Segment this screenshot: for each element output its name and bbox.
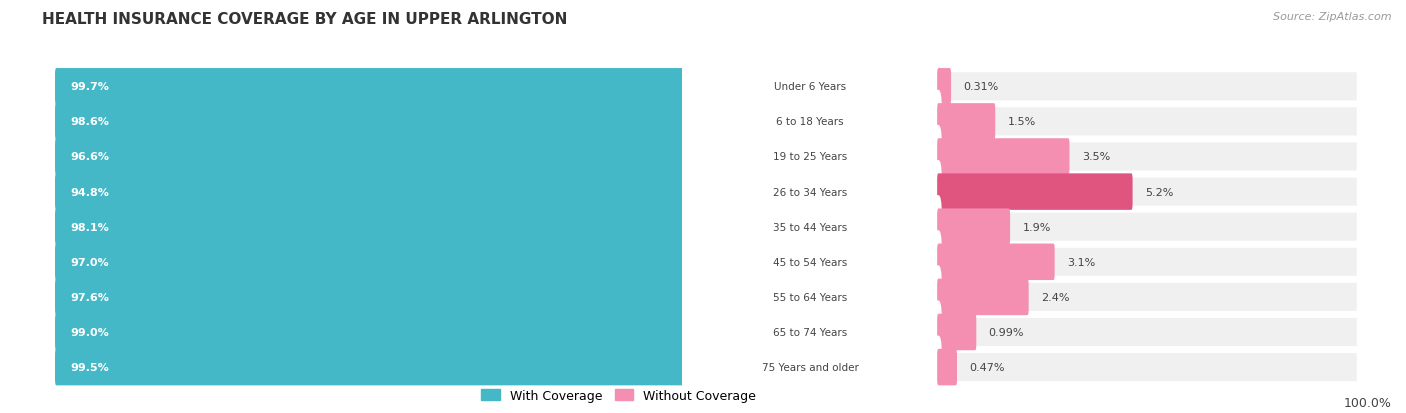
Text: 6 to 18 Years: 6 to 18 Years [776, 117, 844, 127]
FancyBboxPatch shape [55, 244, 706, 280]
FancyBboxPatch shape [672, 126, 942, 189]
FancyBboxPatch shape [682, 318, 1357, 346]
FancyBboxPatch shape [938, 279, 1029, 316]
Text: 45 to 54 Years: 45 to 54 Years [773, 257, 848, 267]
FancyBboxPatch shape [682, 178, 1357, 206]
Text: 97.6%: 97.6% [70, 292, 108, 302]
FancyBboxPatch shape [672, 56, 942, 119]
Text: 55 to 64 Years: 55 to 64 Years [773, 292, 848, 302]
Text: 75 Years and older: 75 Years and older [762, 362, 859, 372]
Text: 96.6%: 96.6% [70, 152, 108, 162]
FancyBboxPatch shape [682, 73, 1357, 101]
Text: 94.8%: 94.8% [70, 187, 108, 197]
FancyBboxPatch shape [55, 279, 710, 316]
FancyBboxPatch shape [55, 209, 713, 245]
FancyBboxPatch shape [682, 248, 1357, 276]
Text: 99.7%: 99.7% [70, 82, 108, 92]
Text: 98.6%: 98.6% [70, 117, 108, 127]
FancyBboxPatch shape [938, 104, 995, 140]
FancyBboxPatch shape [56, 248, 738, 276]
FancyBboxPatch shape [672, 266, 942, 329]
Text: 19 to 25 Years: 19 to 25 Years [773, 152, 848, 162]
FancyBboxPatch shape [938, 314, 976, 350]
Text: 100.0%: 100.0% [1344, 396, 1392, 409]
FancyBboxPatch shape [56, 108, 738, 136]
FancyBboxPatch shape [938, 174, 1133, 210]
Text: 26 to 34 Years: 26 to 34 Years [773, 187, 848, 197]
Text: 99.5%: 99.5% [70, 362, 108, 372]
FancyBboxPatch shape [56, 318, 738, 346]
FancyBboxPatch shape [672, 301, 942, 364]
Text: 3.1%: 3.1% [1067, 257, 1095, 267]
FancyBboxPatch shape [672, 336, 942, 399]
Text: 0.47%: 0.47% [969, 362, 1005, 372]
FancyBboxPatch shape [938, 209, 1010, 245]
FancyBboxPatch shape [682, 108, 1357, 136]
FancyBboxPatch shape [938, 139, 1070, 176]
FancyBboxPatch shape [55, 104, 717, 140]
Text: 5.2%: 5.2% [1144, 187, 1173, 197]
FancyBboxPatch shape [55, 69, 724, 105]
FancyBboxPatch shape [672, 90, 942, 154]
FancyBboxPatch shape [672, 161, 942, 224]
Legend: With Coverage, Without Coverage: With Coverage, Without Coverage [477, 384, 761, 407]
Text: 1.9%: 1.9% [1022, 222, 1050, 232]
Text: 0.99%: 0.99% [988, 327, 1024, 337]
Text: 99.0%: 99.0% [70, 327, 108, 337]
Text: 1.5%: 1.5% [1008, 117, 1036, 127]
Text: 97.0%: 97.0% [70, 257, 108, 267]
FancyBboxPatch shape [56, 283, 738, 311]
FancyBboxPatch shape [55, 174, 690, 210]
FancyBboxPatch shape [682, 213, 1357, 241]
FancyBboxPatch shape [56, 73, 738, 101]
FancyBboxPatch shape [672, 196, 942, 259]
Text: Under 6 Years: Under 6 Years [775, 82, 846, 92]
FancyBboxPatch shape [55, 314, 718, 350]
FancyBboxPatch shape [682, 353, 1357, 381]
Text: 2.4%: 2.4% [1040, 292, 1070, 302]
Text: 3.5%: 3.5% [1081, 152, 1109, 162]
Text: Source: ZipAtlas.com: Source: ZipAtlas.com [1274, 12, 1392, 22]
FancyBboxPatch shape [938, 349, 957, 385]
FancyBboxPatch shape [682, 283, 1357, 311]
FancyBboxPatch shape [682, 143, 1357, 171]
FancyBboxPatch shape [56, 353, 738, 381]
Text: 65 to 74 Years: 65 to 74 Years [773, 327, 848, 337]
Text: 98.1%: 98.1% [70, 222, 108, 232]
FancyBboxPatch shape [55, 139, 703, 176]
FancyBboxPatch shape [938, 244, 1054, 280]
FancyBboxPatch shape [672, 230, 942, 294]
FancyBboxPatch shape [938, 69, 950, 105]
FancyBboxPatch shape [56, 178, 738, 206]
Text: 35 to 44 Years: 35 to 44 Years [773, 222, 848, 232]
FancyBboxPatch shape [56, 213, 738, 241]
Text: 0.31%: 0.31% [963, 82, 998, 92]
FancyBboxPatch shape [56, 143, 738, 171]
Text: HEALTH INSURANCE COVERAGE BY AGE IN UPPER ARLINGTON: HEALTH INSURANCE COVERAGE BY AGE IN UPPE… [42, 12, 568, 27]
FancyBboxPatch shape [55, 349, 723, 385]
